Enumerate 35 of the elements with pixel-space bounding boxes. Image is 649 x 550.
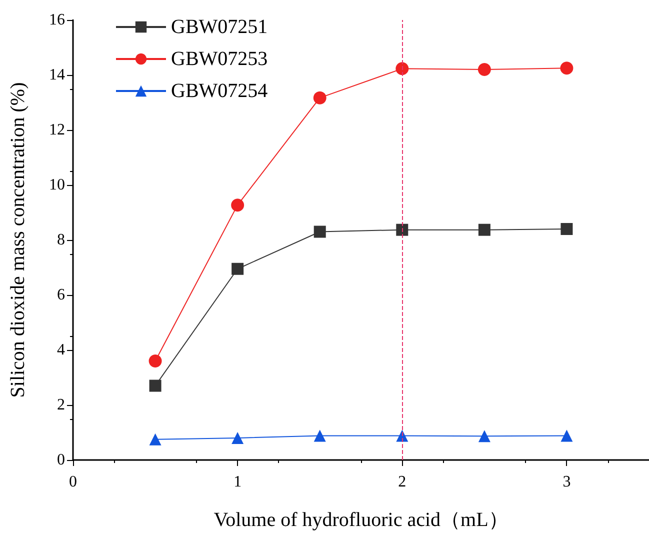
y-tick-label: 10 bbox=[49, 176, 65, 194]
point bbox=[396, 224, 408, 236]
legend-label: GBW07254 bbox=[171, 80, 268, 102]
x-tick-label: 0 bbox=[69, 474, 77, 490]
point bbox=[314, 226, 326, 238]
y-tick-label: 16 bbox=[49, 12, 65, 28]
x-tick-label: 3 bbox=[562, 474, 571, 490]
point bbox=[149, 380, 162, 392]
y-tick-label: 0 bbox=[57, 452, 65, 468]
y-tick-label: 4 bbox=[57, 342, 65, 358]
point bbox=[232, 262, 244, 275]
point bbox=[478, 224, 490, 236]
point bbox=[560, 430, 573, 442]
point bbox=[313, 91, 326, 104]
point bbox=[232, 432, 244, 444]
x-tick-label: 1 bbox=[234, 474, 242, 490]
point bbox=[231, 198, 244, 212]
point bbox=[314, 430, 326, 442]
y-tick-label: 8 bbox=[57, 232, 65, 248]
y-tick-label: 2 bbox=[57, 396, 65, 414]
point bbox=[478, 430, 490, 442]
point bbox=[148, 354, 162, 368]
point bbox=[396, 62, 409, 76]
legend-label: GBW07253 bbox=[171, 48, 268, 70]
y-tick-label: 12 bbox=[49, 122, 65, 138]
y-tick-label: 14 bbox=[49, 66, 65, 84]
x-tick-label: 2 bbox=[398, 474, 406, 490]
y-tick-label: 6 bbox=[57, 286, 65, 304]
point bbox=[478, 63, 491, 76]
x-axis-title: Volume of hydrofluoric acid（mL） bbox=[214, 509, 508, 531]
point bbox=[560, 62, 574, 75]
legend-label: GBW07251 bbox=[171, 16, 268, 38]
point bbox=[149, 433, 162, 446]
y-axis-title: Silicon dioxide mass concentration (%) bbox=[7, 82, 29, 398]
point bbox=[560, 223, 573, 235]
